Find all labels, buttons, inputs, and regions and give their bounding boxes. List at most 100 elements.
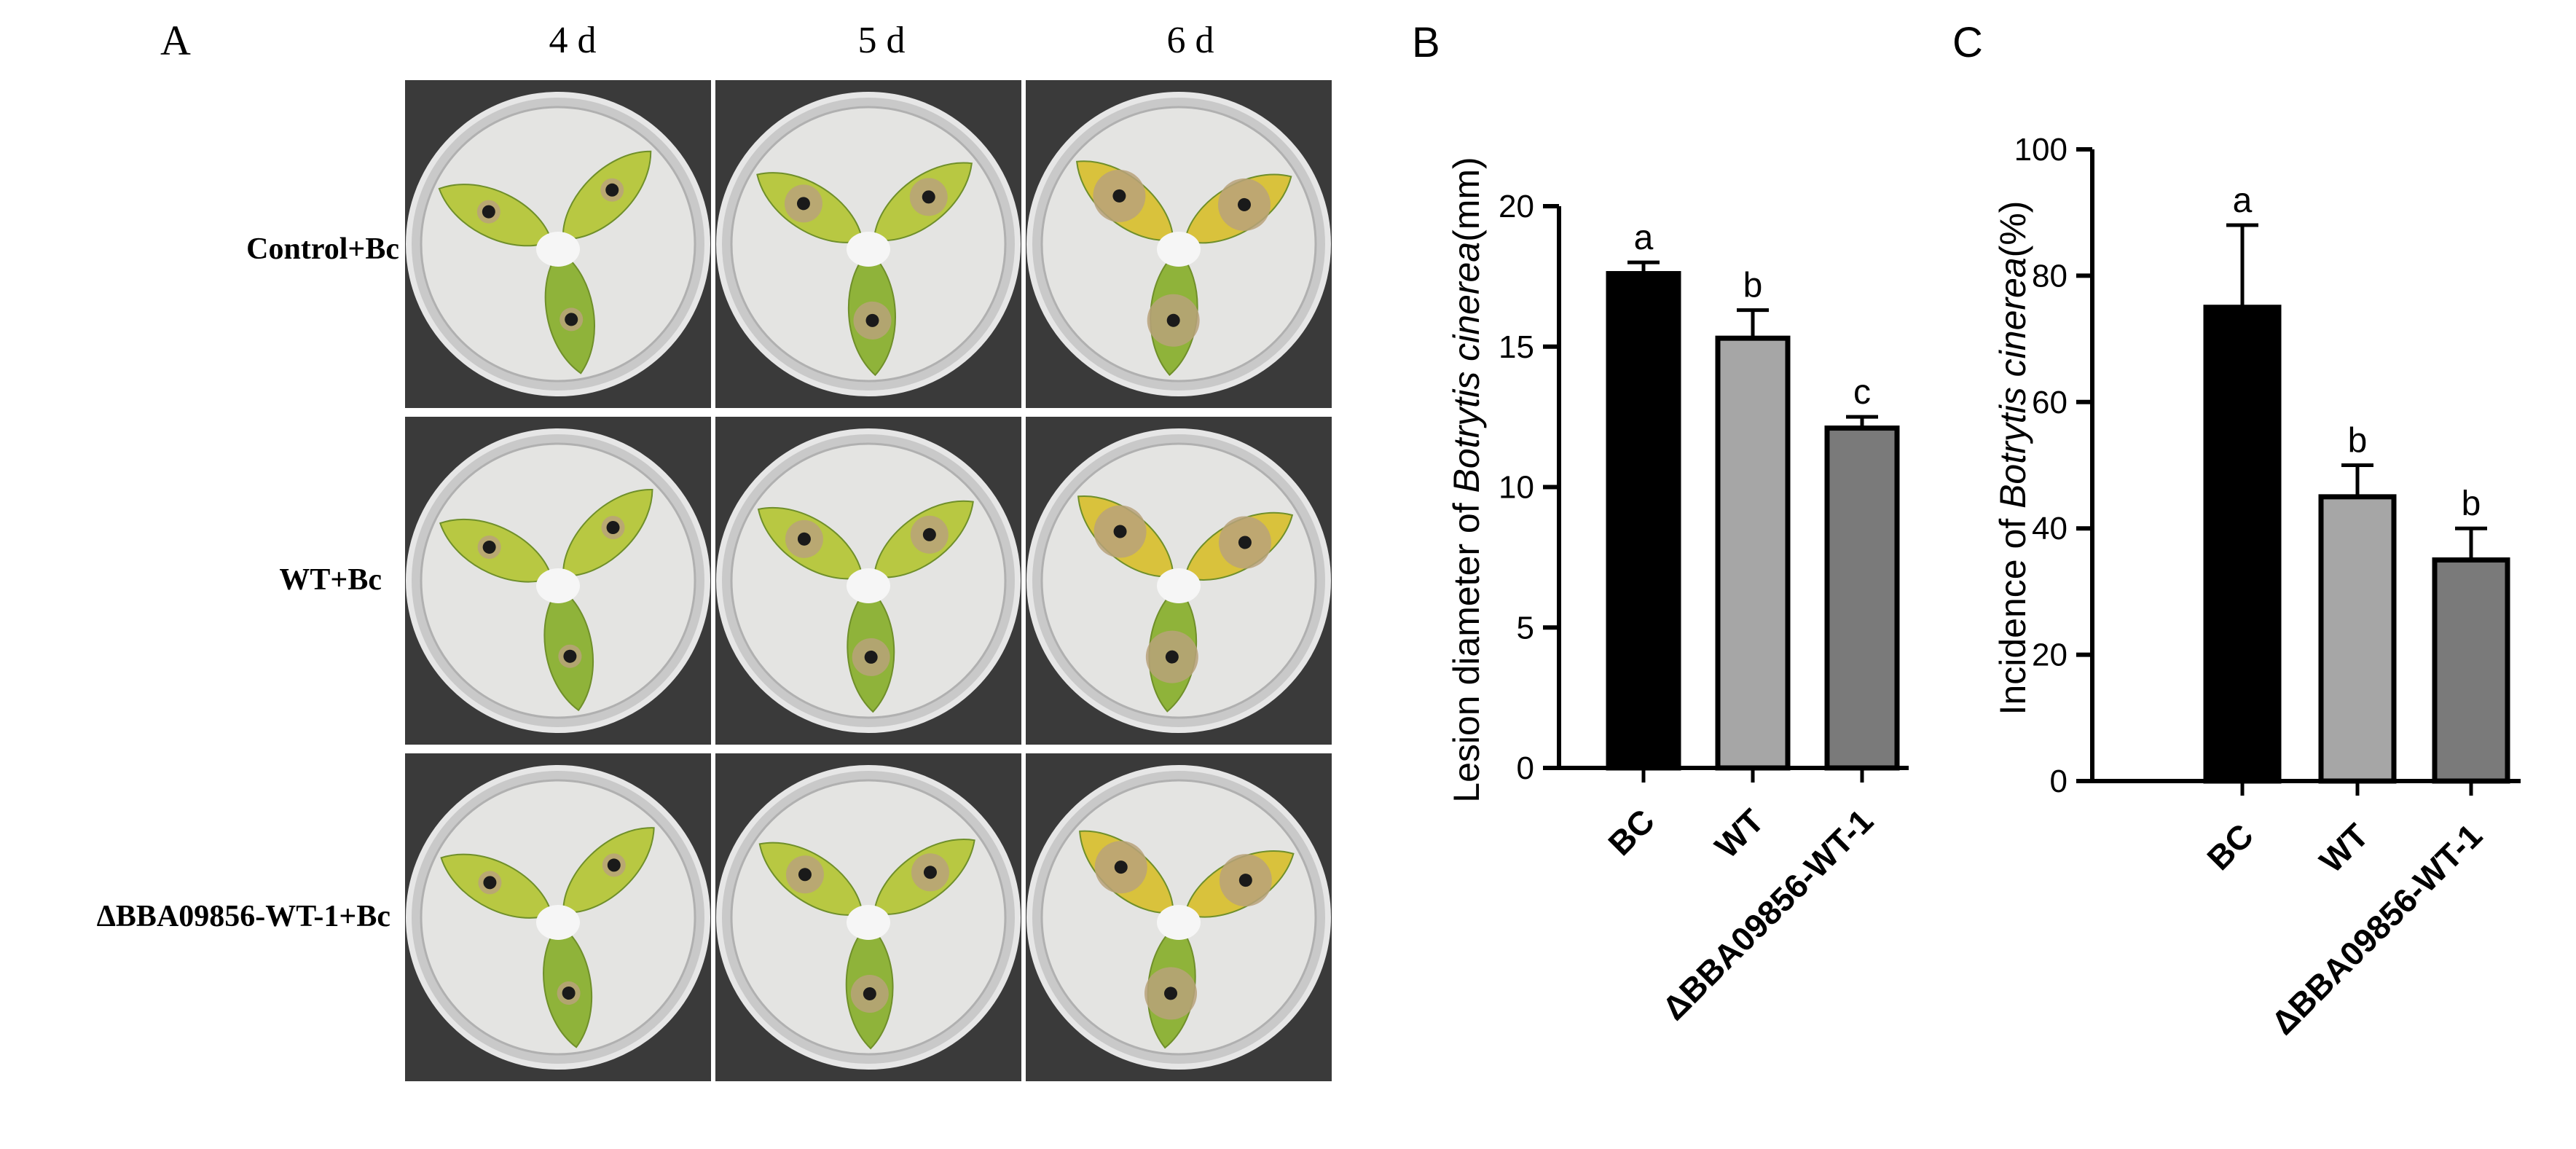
petri-photo-control-6d (1026, 80, 1332, 408)
inoculation-plug (1113, 525, 1127, 538)
category-label: BC (2199, 816, 2261, 877)
inoculation-plug (797, 532, 811, 546)
leaflet (1147, 250, 1200, 376)
significance-letter: c (1853, 373, 1871, 412)
y-tick-label: 15 (1499, 329, 1534, 365)
leaflet (440, 853, 553, 919)
cotton-ball (536, 232, 580, 267)
column-header-6d: 6 d (1166, 20, 1214, 61)
inoculation-plug (923, 866, 937, 879)
category-label: WT (2312, 816, 2376, 879)
inoculation-plug (1114, 860, 1128, 874)
leaflet (1079, 830, 1174, 914)
leaflet (562, 150, 652, 240)
y-tick-label: 0 (2050, 764, 2068, 799)
cotton-ball (1157, 568, 1201, 603)
y-tick-label: 40 (2032, 511, 2068, 546)
cotton-ball (536, 568, 580, 603)
y-tick-label: 10 (1499, 470, 1534, 506)
bar--bba09856-wt-1 (1824, 426, 1900, 771)
inoculation-plug (1112, 189, 1126, 203)
significance-letter: b (1743, 267, 1763, 305)
leaflet (1076, 160, 1174, 241)
inoculation-plug (864, 650, 878, 664)
inoculation-plug (798, 868, 812, 882)
petri-dish-illustration (715, 417, 1021, 745)
inoculation-plug (1238, 197, 1252, 211)
significance-letter: a (2233, 181, 2253, 220)
cotton-ball (1157, 232, 1201, 267)
category-label: ΔBBA09856-WT-1 (1654, 801, 1880, 1027)
leaflet (873, 500, 974, 579)
leaflet (1184, 173, 1292, 244)
bar-wt (2318, 494, 2397, 784)
leaflet (873, 839, 975, 915)
petri-photo-wt-4d (405, 417, 711, 745)
cotton-ball (1157, 905, 1201, 940)
inoculation-plug (482, 540, 496, 554)
cotton-ball (847, 905, 890, 940)
leaflet (847, 587, 895, 713)
y-axis-label-species: Botrytis cinerea (1446, 242, 1487, 493)
leaflet (544, 250, 595, 374)
panel-a-letter: A (160, 17, 191, 64)
cotton-ball (847, 568, 890, 603)
leaflet (873, 162, 973, 242)
y-axis-label-unit: (mm) (1446, 157, 1487, 242)
leaflet (1184, 511, 1294, 581)
leaflet (438, 184, 553, 247)
inoculation-plug (863, 987, 876, 1000)
row-label-mutant: ΔBBA09856-WT-1+Bc (96, 900, 390, 933)
leaflet (1144, 923, 1198, 1049)
leaflet (756, 172, 863, 243)
leaflet (847, 250, 896, 377)
petri-photo-control-4d (405, 80, 711, 408)
inoculation-plug (565, 313, 578, 326)
row-label-control: Control+Bc (246, 232, 399, 266)
leaflet (543, 587, 594, 712)
leaflet (543, 923, 593, 1048)
inoculation-plug (796, 197, 810, 211)
leaflet (1145, 587, 1198, 713)
inoculation-plug (607, 858, 621, 872)
bar-bc (1606, 271, 1681, 771)
y-tick-label: 5 (1517, 610, 1534, 646)
inoculation-plug (1166, 313, 1180, 327)
petri-dish-illustration (715, 753, 1021, 1081)
petri-photo-control-5d (715, 80, 1021, 408)
leaflet (562, 827, 655, 914)
y-axis-label: Incidence of Botrytis cinerea(%) (1992, 201, 2033, 715)
column-header-5d: 5 d (857, 20, 906, 61)
cotton-ball (536, 905, 580, 940)
leaflet (1077, 495, 1174, 578)
leaflet (757, 507, 863, 580)
significance-letter: a (1634, 219, 1654, 257)
petri-dish-illustration (715, 80, 1021, 408)
inoculation-plug (1165, 650, 1179, 664)
y-tick-label: 60 (2032, 385, 2068, 420)
petri-dish-illustration (405, 417, 711, 745)
leaflet (439, 518, 553, 583)
inoculation-plug (562, 986, 576, 1000)
petri-dish-illustration (405, 80, 711, 408)
cotton-ball (847, 232, 890, 267)
panel-b-letter: B (1412, 19, 1440, 66)
petri-dish-illustration (1026, 753, 1332, 1081)
petri-photo-wt-5d (715, 417, 1021, 745)
category-label: WT (1708, 801, 1771, 865)
bar--bba09856-wt-1 (2432, 557, 2510, 784)
significance-letter: b (2462, 485, 2481, 523)
inoculation-plug (1238, 874, 1252, 887)
inoculation-plug (563, 649, 577, 663)
y-tick-label: 20 (2032, 638, 2068, 673)
inoculation-plug (606, 521, 620, 535)
y-axis-label-species: Botrytis cinerea (1992, 257, 2033, 509)
petri-dish-illustration (1026, 417, 1332, 745)
petri-photo-mutant-5d (715, 753, 1021, 1081)
inoculation-plug (482, 205, 495, 219)
inoculation-plug (1164, 987, 1178, 1000)
y-tick-label: 100 (2014, 132, 2068, 168)
y-tick-label: 80 (2032, 258, 2068, 294)
inoculation-plug (865, 313, 879, 327)
significance-letter: b (2348, 422, 2368, 460)
